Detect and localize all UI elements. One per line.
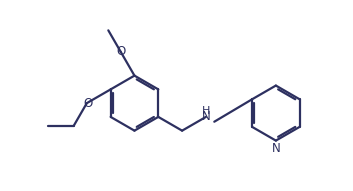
Text: H: H xyxy=(202,106,210,116)
Text: O: O xyxy=(83,97,92,110)
Text: N: N xyxy=(202,110,210,123)
Text: O: O xyxy=(117,45,126,57)
Text: N: N xyxy=(271,142,280,155)
